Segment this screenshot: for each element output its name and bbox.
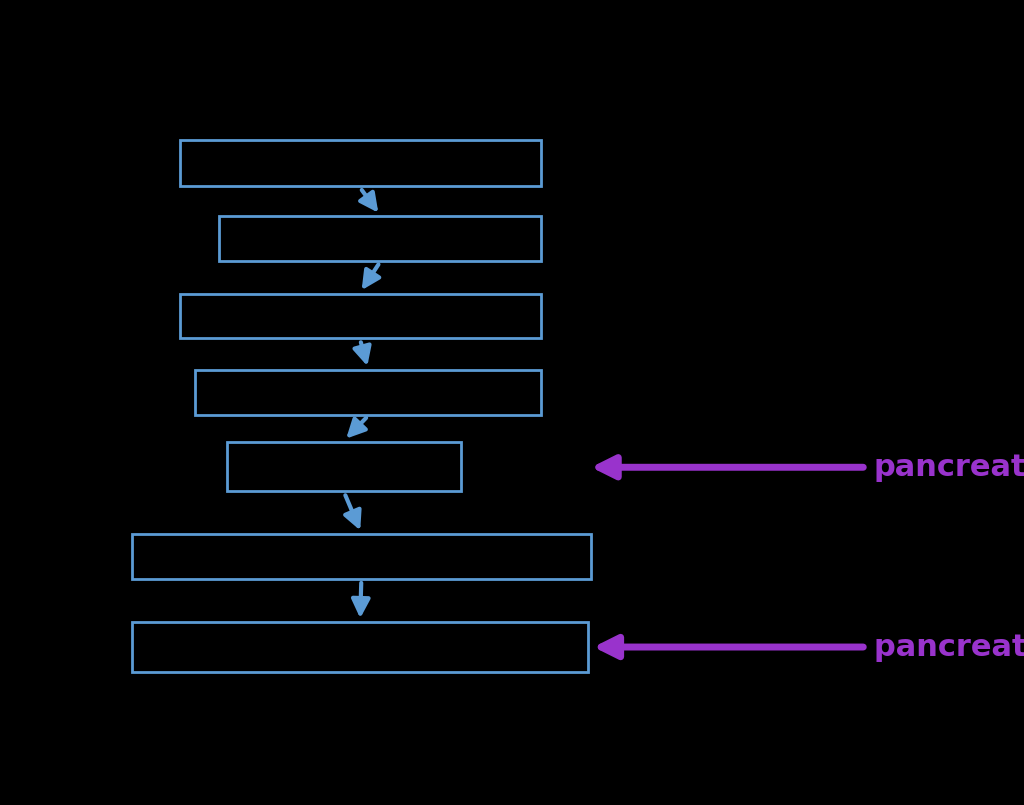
FancyBboxPatch shape: [132, 622, 588, 672]
Text: pancreatitis: pancreatitis: [874, 452, 1024, 481]
FancyBboxPatch shape: [227, 442, 461, 491]
FancyBboxPatch shape: [179, 294, 541, 338]
FancyBboxPatch shape: [132, 535, 591, 579]
Text: pancreatic insufficiency: pancreatic insufficiency: [874, 633, 1024, 662]
FancyBboxPatch shape: [219, 217, 541, 261]
FancyBboxPatch shape: [179, 140, 541, 187]
FancyBboxPatch shape: [196, 370, 541, 415]
